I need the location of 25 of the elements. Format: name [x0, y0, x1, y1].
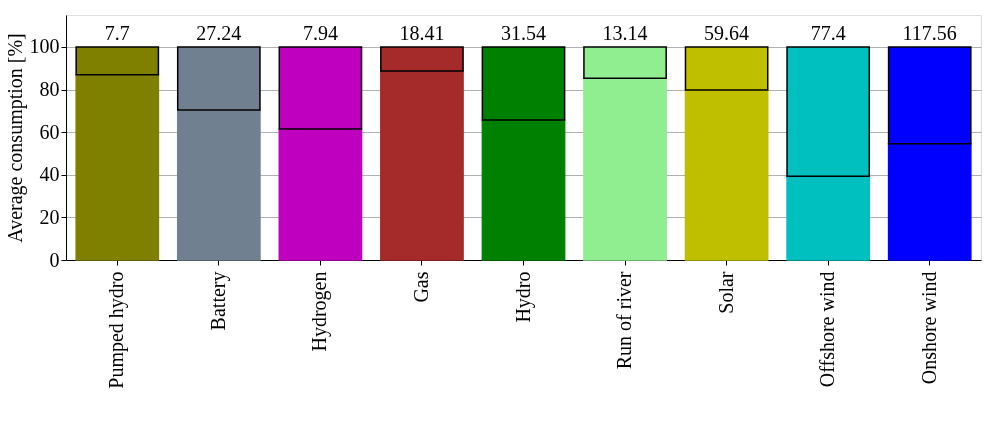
y-tick-label: 40: [39, 163, 60, 186]
annotation: 117.56: [902, 21, 957, 44]
y-tick-label: 20: [39, 205, 60, 228]
annotation: 7.94: [302, 21, 338, 44]
y-tick-label: 100: [29, 35, 60, 58]
annotation: 31.54: [501, 21, 546, 44]
x-tick-label: Hydro: [511, 271, 535, 323]
annotation: 27.24: [196, 21, 242, 44]
y-tick-label: 80: [39, 78, 60, 101]
y-axis-title: Average consumption [%]: [3, 33, 27, 243]
annotation: 18.41: [399, 21, 445, 44]
x-tick-label: Run of river: [613, 271, 636, 370]
x-tick-label: Battery: [206, 271, 230, 331]
annotation: 13.14: [602, 21, 648, 44]
annotation: 77.4: [810, 21, 846, 44]
x-tick-label: Offshore wind: [816, 271, 839, 388]
y-tick-label: 0: [49, 248, 60, 271]
x-tick-label: Onshore wind: [917, 271, 940, 385]
x-tick-label: Gas: [409, 271, 432, 303]
annotation: 7.7: [104, 21, 130, 44]
x-tick-label: Hydrogen: [308, 271, 332, 352]
x-tick-label: Pumped hydro: [105, 271, 129, 389]
x-tick-label: Solar: [714, 271, 737, 314]
y-tick-label: 60: [39, 120, 60, 143]
annotation: 59.64: [704, 21, 750, 44]
